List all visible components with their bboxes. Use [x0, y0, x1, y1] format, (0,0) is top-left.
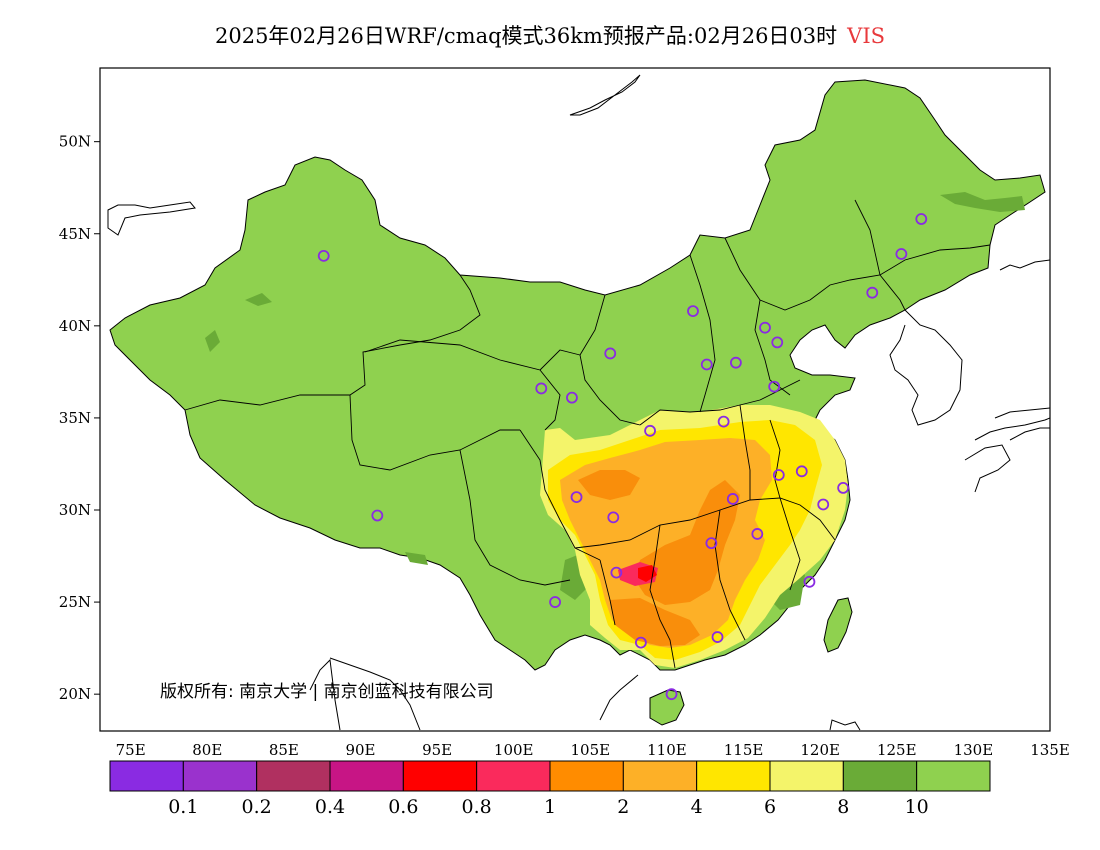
- title-variable: VIS: [847, 24, 886, 48]
- station-marker: [729, 356, 742, 369]
- station-marker: [317, 249, 330, 262]
- colorbar-label: 10: [905, 796, 929, 818]
- colorbar-label: 0.6: [388, 796, 418, 818]
- station-marker: [759, 321, 771, 334]
- lon-tick-label: 125E: [877, 741, 917, 759]
- lat-tick-label: 40N: [59, 317, 91, 335]
- colorbar: [109, 760, 991, 792]
- lat-tick-label: 35N: [59, 409, 91, 427]
- colorbar-label: 6: [764, 796, 776, 818]
- map-area: [107, 74, 1050, 731]
- station-marker: [607, 511, 620, 524]
- lon-tick-label: 115E: [724, 741, 764, 759]
- hainan-island: [649, 689, 685, 726]
- station-marker: [717, 415, 730, 428]
- province-boundaries: [184, 199, 991, 669]
- station-marker: [687, 305, 699, 318]
- station-marker: [371, 509, 384, 522]
- station-marker: [634, 636, 647, 649]
- station-marker: [535, 382, 548, 395]
- station-marker: [866, 286, 879, 299]
- lon-tick-label: 100E: [494, 741, 534, 759]
- visibility-1-2-region-south: [610, 598, 700, 646]
- lon-tick-label: 90E: [345, 741, 375, 759]
- visibility-1-2-region-west: [578, 470, 640, 500]
- station-marker: [895, 248, 908, 260]
- lon-tick-label: 130E: [954, 741, 994, 759]
- lat-tick-label: 50N: [59, 133, 91, 151]
- station-marker: [549, 596, 561, 608]
- colorbar-swatch: [476, 760, 551, 792]
- station-marker: [768, 380, 781, 393]
- lon-tick-label: 105E: [571, 741, 611, 759]
- station-marker: [644, 424, 656, 437]
- station-marker: [915, 213, 928, 225]
- lon-tick-label: 135E: [1030, 741, 1070, 759]
- colorbar-labels: 0.1 0.2 0.4 0.6 0.8 1 2 4 6 8 10: [168, 796, 929, 818]
- colorbar-swatch: [769, 760, 844, 792]
- lat-tick-label: 20N: [59, 685, 91, 703]
- station-marker: [570, 491, 583, 504]
- colorbar-swatch: [329, 760, 404, 792]
- station-marker: [610, 566, 623, 579]
- colorbar-swatch: [696, 760, 771, 792]
- station-marker: [795, 465, 808, 478]
- colorbar-swatch: [109, 760, 184, 792]
- colorbar-label: 2: [617, 796, 629, 818]
- colorbar-label: 0.1: [168, 796, 198, 818]
- lat-tick-label: 25N: [59, 593, 91, 611]
- longitude-axis: 75E 80E 85E 90E 95E 100E 105E 110E 115E 120E 125E 1…: [116, 741, 1070, 759]
- colorbar-swatch: [256, 760, 331, 792]
- station-marker: [700, 358, 713, 371]
- lat-tick-label: 30N: [59, 501, 91, 519]
- lon-tick-label: 80E: [192, 741, 222, 759]
- lon-tick-label: 75E: [116, 741, 146, 759]
- colorbar-swatch: [402, 760, 478, 792]
- lon-tick-label: 95E: [422, 741, 452, 759]
- colorbar-swatch: [182, 760, 258, 792]
- latitude-axis: 20N 25N 30N 35N 40N 45N 50N: [59, 133, 100, 703]
- station-marker: [665, 688, 678, 701]
- neighbor-coastlines: [107, 74, 1050, 731]
- chart-title: 2025年02月26日WRF/cmaq模式36km预报产品:02月26日03时 V…: [0, 20, 1100, 50]
- lon-tick-label: 110E: [647, 741, 687, 759]
- lon-tick-label: 120E: [800, 741, 840, 759]
- station-marker: [772, 469, 785, 481]
- visibility-1-2-region: [635, 480, 740, 605]
- lon-tick-label: 85E: [269, 741, 299, 759]
- colorbar-swatch: [622, 760, 698, 792]
- station-marker: [803, 575, 816, 588]
- map-frame: [99, 67, 1051, 732]
- station-marker: [837, 481, 850, 494]
- colorbar-swatch: [842, 760, 918, 792]
- station-marker: [817, 498, 830, 511]
- lat-tick-label: 45N: [59, 225, 91, 243]
- colorbar-label: 0.4: [315, 796, 345, 818]
- station-marker: [751, 528, 764, 540]
- station-marker: [711, 631, 724, 643]
- station-marker: [705, 537, 718, 550]
- colorbar-swatch: [549, 760, 624, 792]
- station-marker: [726, 493, 739, 505]
- colorbar-label: 4: [691, 796, 703, 818]
- station-marker: [566, 391, 578, 404]
- station-markers: [317, 213, 928, 701]
- taiwan-island: [823, 597, 853, 653]
- station-marker: [771, 336, 784, 349]
- station-marker: [604, 347, 617, 360]
- title-main: 2025年02月26日WRF/cmaq模式36km预报产品:02月26日03时: [214, 24, 838, 48]
- colorbar-label: 0.8: [462, 796, 492, 818]
- colorbar-swatch: [916, 760, 991, 792]
- colorbar-label: 1: [544, 796, 556, 818]
- colorbar-label: 8: [837, 796, 849, 818]
- copyright-text: 版权所有: 南京大学 | 南京创蓝科技有限公司: [160, 682, 494, 702]
- colorbar-label: 0.2: [242, 796, 272, 818]
